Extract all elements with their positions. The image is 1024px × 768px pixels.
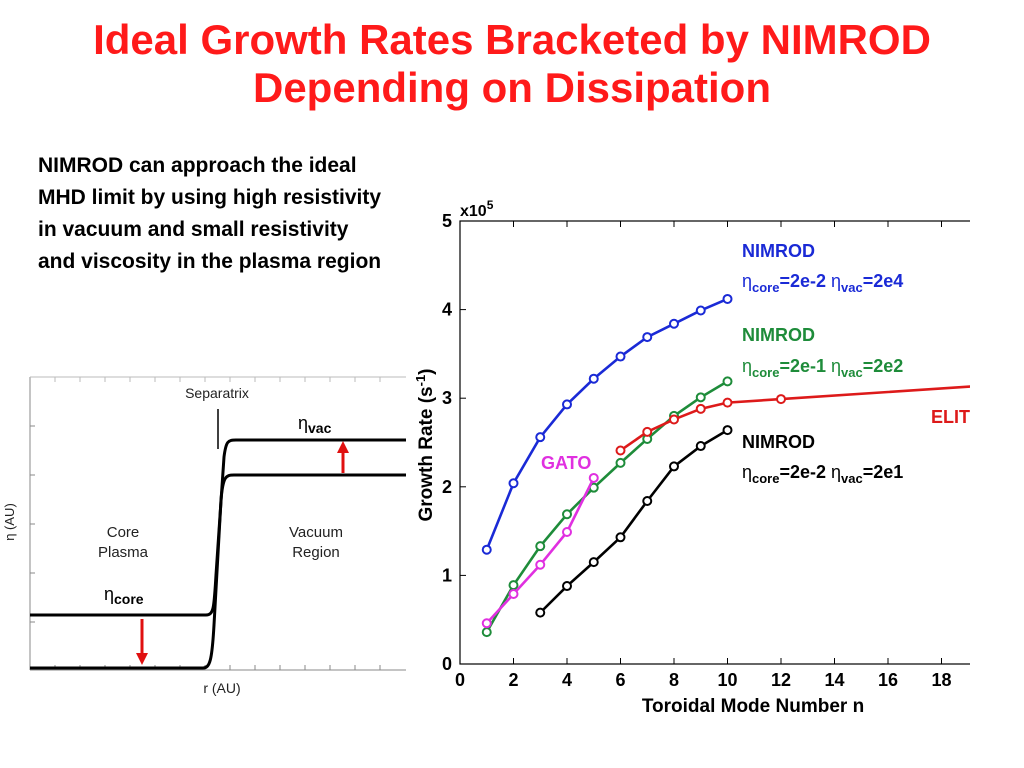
data-point	[535, 541, 546, 552]
x-tick-label: 16	[878, 670, 898, 690]
data-point	[535, 432, 546, 443]
label-nimrod-blue-name: NIMROD	[742, 241, 815, 261]
data-point	[695, 392, 706, 403]
y-tick-label: 2	[442, 477, 452, 497]
data-point	[642, 426, 653, 437]
data-point	[722, 376, 733, 387]
data-point	[615, 351, 626, 362]
data-point	[615, 457, 626, 468]
data-point	[695, 403, 706, 414]
y-tick-label: 3	[442, 388, 452, 408]
x-tick-label: 2	[508, 670, 518, 690]
chart-axes: 02468101214161820012345	[442, 211, 970, 690]
data-point	[776, 394, 786, 405]
y-tick-label: 4	[442, 300, 452, 320]
y-multiplier: x105	[460, 198, 494, 220]
y-tick-label: 5	[442, 211, 452, 231]
series-1-nimrod	[481, 376, 733, 638]
data-point	[695, 305, 706, 316]
y-tick-label: 0	[442, 654, 452, 674]
vacuum-region-label-2: Region	[292, 544, 340, 561]
eta-profile-lower	[30, 473, 406, 670]
resistivity-profile-diagram: Separatrix ηvac ηcore Core Plasma Vacuum…	[0, 375, 408, 700]
data-point	[562, 581, 572, 592]
data-point	[722, 397, 733, 408]
data-point	[535, 559, 546, 570]
down-arrow-icon	[136, 619, 148, 665]
description-text: NIMROD can approach the ideal MHD limit …	[38, 154, 382, 273]
x-tick-label: 18	[931, 670, 951, 690]
series-4-gato	[481, 472, 599, 629]
vacuum-region-label-1: Vacuum	[289, 524, 343, 541]
series-3-elite	[615, 385, 970, 456]
x-tick-label: 0	[455, 670, 465, 690]
data-point	[481, 544, 492, 555]
series-line	[539, 428, 729, 614]
data-point	[588, 557, 599, 568]
data-point	[588, 373, 599, 384]
core-plasma-label-2: Plasma	[98, 544, 149, 561]
label-nimrod-green-params: ηcore=2e-1 ηvac=2e2	[742, 356, 903, 380]
label-nimrod-black-params: ηcore=2e-2 ηvac=2e1	[742, 462, 903, 486]
y-axis-title: Growth Rate (s-1)	[413, 368, 437, 521]
data-point	[535, 607, 546, 618]
y-tick-label: 1	[442, 565, 452, 585]
separatrix-label: Separatrix	[185, 385, 249, 401]
up-arrow-icon	[337, 441, 349, 473]
data-point	[562, 399, 572, 410]
data-point	[695, 441, 706, 452]
data-point	[669, 414, 679, 425]
data-point	[669, 461, 679, 472]
label-elite: ELITE	[931, 407, 970, 427]
label-nimrod-blue-params: ηcore=2e-2 ηvac=2e4	[742, 271, 903, 295]
eta-core-label: ηcore	[104, 584, 144, 607]
data-point	[508, 478, 519, 489]
title-line-1: Ideal Growth Rates Bracketed by NIMROD	[93, 16, 931, 63]
data-point	[615, 532, 626, 543]
slide-title: Ideal Growth Rates Bracketed by NIMROD D…	[0, 16, 1024, 112]
data-point	[722, 425, 733, 436]
data-point	[508, 589, 519, 600]
series-0-nimrod	[481, 293, 733, 555]
series-2-nimrod	[535, 425, 733, 618]
label-nimrod-green-name: NIMROD	[742, 325, 815, 345]
x-tick-label: 8	[669, 670, 679, 690]
title-line-2: Depending on Dissipation	[252, 64, 771, 111]
data-point	[481, 627, 492, 638]
growth-rate-chart: 02468101214161820012345 x105 Toroidal Mo…	[413, 198, 970, 717]
x-tick-label: 10	[717, 670, 737, 690]
data-point	[722, 293, 733, 304]
x-tick-label: 12	[771, 670, 791, 690]
label-nimrod-blue: NIMROD ηcore=2e-2 ηvac=2e4	[742, 241, 903, 295]
data-point	[562, 526, 572, 537]
data-point	[615, 445, 626, 456]
series-line	[485, 297, 729, 551]
chart-series	[481, 293, 970, 638]
x-tick-label: 14	[824, 670, 844, 690]
data-point	[588, 472, 599, 483]
diagram-xlabel: r (AU)	[203, 680, 240, 696]
diagram-ylabel: η (AU)	[2, 503, 17, 541]
core-plasma-label-1: Core	[107, 524, 140, 541]
x-tick-label: 4	[562, 670, 572, 690]
label-nimrod-black-name: NIMROD	[742, 432, 815, 452]
x-tick-label: 6	[615, 670, 625, 690]
series-line	[485, 380, 729, 633]
data-point	[508, 580, 519, 591]
data-point	[669, 318, 679, 329]
data-point	[642, 332, 653, 343]
label-nimrod-black: NIMROD ηcore=2e-2 ηvac=2e1	[742, 432, 903, 486]
data-point	[481, 618, 492, 629]
data-point	[562, 509, 572, 520]
eta-vac-label: ηvac	[298, 413, 332, 436]
x-axis-title: Toroidal Mode Number n	[642, 696, 864, 717]
data-point	[642, 495, 653, 506]
label-nimrod-green: NIMROD ηcore=2e-1 ηvac=2e2	[742, 325, 903, 380]
label-gato: GATO	[541, 453, 591, 473]
